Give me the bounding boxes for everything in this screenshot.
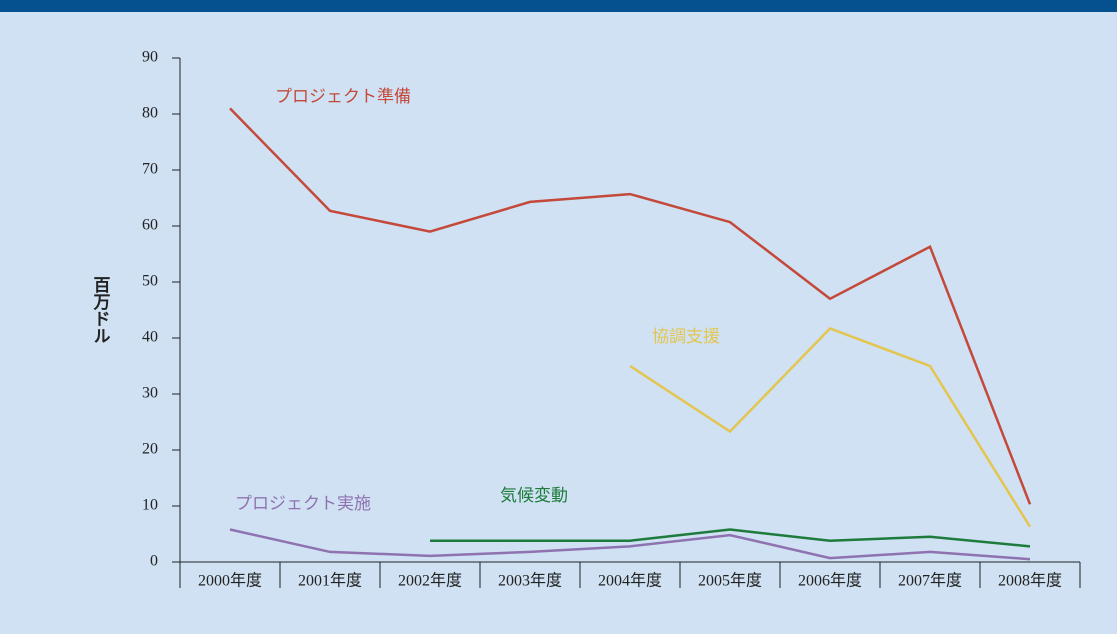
series-label: プロジェクト準備 — [275, 87, 411, 106]
series-line — [229, 528, 1031, 561]
x-tick-label: 2002年度 — [398, 572, 462, 590]
x-tick-label: 2008年度 — [998, 572, 1062, 590]
y-tick-label: 0 — [150, 553, 158, 570]
x-tick-label: 2005年度 — [698, 572, 762, 590]
x-tick-label: 2003年度 — [498, 572, 562, 590]
series-label: 協調支援 — [652, 327, 720, 346]
y-tick-label: 20 — [142, 441, 158, 458]
series-label: 気候変動 — [500, 486, 568, 505]
y-tick-label: 70 — [142, 161, 158, 178]
y-tick-label: 40 — [142, 329, 158, 346]
x-tick-label: 2001年度 — [298, 572, 362, 590]
y-tick-label: 60 — [142, 217, 158, 234]
y-tick-label: 10 — [142, 497, 158, 514]
y-tick-label: 80 — [142, 105, 158, 122]
y-tick-label: 90 — [142, 49, 158, 66]
header-bar — [0, 0, 1117, 12]
series-line — [229, 107, 1032, 505]
series-line — [629, 327, 1032, 528]
x-tick-label: 2004年度 — [598, 572, 662, 590]
series-line — [430, 528, 1031, 548]
x-tick-label: 2000年度 — [198, 572, 262, 590]
y-tick-label: 50 — [142, 273, 158, 290]
x-tick-label: 2007年度 — [898, 572, 962, 590]
series-label: プロジェクト実施 — [235, 494, 371, 513]
y-tick-label: 30 — [142, 385, 158, 402]
y-axis-label: 百万ドル — [91, 276, 112, 344]
x-tick-label: 2006年度 — [798, 572, 862, 590]
